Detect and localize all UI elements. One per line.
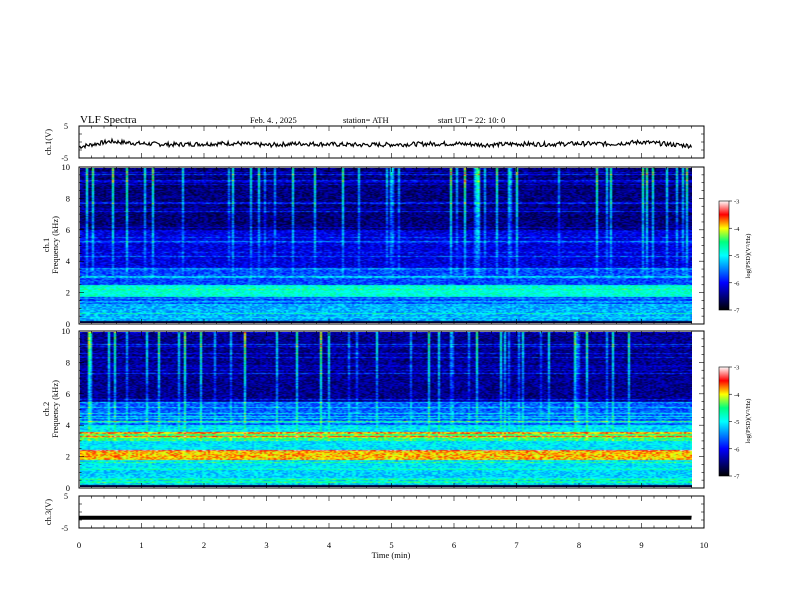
colorbar-tick-label: -5 xyxy=(734,419,739,426)
y-tick-label: 4 xyxy=(66,256,71,266)
y-tick-label: 10 xyxy=(62,162,71,172)
y-tick-label: 6 xyxy=(66,389,70,399)
axis-ticks: 0 1 2 3 4 5 6 7 8 9 105-55-502468100246810-3-4-5-6… xyxy=(61,122,740,550)
y-tick-label: 8 xyxy=(66,193,70,203)
station-label: station= ATH xyxy=(343,115,389,125)
y-tick-label: 8 xyxy=(66,357,70,367)
spec2-axis-label-top: ch.2 xyxy=(41,402,51,416)
x-tick-label: 7 xyxy=(514,540,518,550)
y-tick-label: -5 xyxy=(61,154,68,163)
ch2-colorbar-label: log(PSD)(V²/Hz) xyxy=(745,399,752,444)
colorbar-tick-label: -6 xyxy=(734,446,740,453)
x-axis-label: Time (min) xyxy=(372,550,411,560)
x-tick-label: 1 xyxy=(139,540,143,550)
spec1-axis-label-top: ch.1 xyxy=(41,238,51,252)
y-tick-label: 0 xyxy=(66,483,70,493)
colorbar-tick-label: -7 xyxy=(734,308,740,315)
ch1-colorbar-label: log(PSD)(V²/Hz) xyxy=(745,234,752,279)
y-tick-label: 2 xyxy=(66,452,70,462)
x-tick-label: 3 xyxy=(264,540,268,550)
colorbar-tick-label: -5 xyxy=(734,253,739,260)
ch1-waveform-line xyxy=(78,137,693,150)
spec1-axis-label-bottom: Frequency (kHz) xyxy=(50,216,60,274)
x-tick-label: 10 xyxy=(700,540,709,550)
colorbar-tick-label: -4 xyxy=(734,226,740,233)
y-tick-label: 6 xyxy=(66,225,70,235)
chart-title: VLF Spectra xyxy=(80,114,137,126)
x-tick-label: 8 xyxy=(577,540,581,550)
ch2-spectrogram xyxy=(80,332,692,487)
y-tick-label: -5 xyxy=(61,524,68,533)
ch2-colorbar xyxy=(719,367,729,476)
date-label: Feb. 4. , 2025 xyxy=(250,115,297,125)
x-tick-label: 5 xyxy=(389,540,393,550)
y-tick-label: 0 xyxy=(66,319,70,329)
ch1-axis-label: ch.1(V) xyxy=(43,129,53,155)
x-tick-label: 6 xyxy=(452,540,456,550)
y-tick-label: 10 xyxy=(62,326,71,336)
y-tick-label: 4 xyxy=(66,420,71,430)
y-tick-label: 5 xyxy=(64,492,68,501)
colorbar-tick-label: -6 xyxy=(734,280,740,287)
y-tick-label: 2 xyxy=(66,288,70,298)
colorbar-tick-label: -7 xyxy=(734,474,740,481)
x-tick-label: 0 xyxy=(77,540,81,550)
colorbar-tick-label: -3 xyxy=(734,365,739,372)
x-tick-label: 2 xyxy=(202,540,206,550)
ch1-spectrogram xyxy=(80,168,692,323)
x-tick-label: 4 xyxy=(327,540,332,550)
x-tick-label: 9 xyxy=(639,540,643,550)
ch1-colorbar xyxy=(719,201,729,310)
colorbar-tick-label: -4 xyxy=(734,392,740,399)
start-time-label: start UT = 22: 10: 0 xyxy=(438,115,505,125)
spec2-axis-label-bottom: Frequency (kHz) xyxy=(50,380,60,438)
ch3-axis-label: ch.3(V) xyxy=(43,499,53,525)
y-tick-label: 5 xyxy=(64,122,68,131)
colorbar-tick-label: -3 xyxy=(734,199,739,206)
